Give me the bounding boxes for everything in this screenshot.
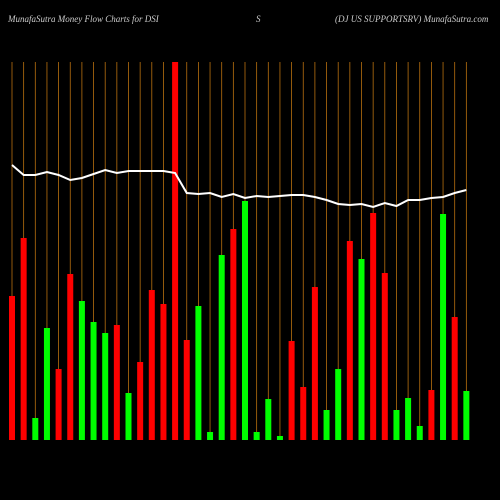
bar: [20, 238, 27, 440]
bar: [9, 296, 15, 440]
bar: [393, 410, 400, 440]
bar: [230, 229, 237, 440]
bar: [55, 369, 62, 440]
bar: [358, 259, 365, 440]
bar: [183, 340, 190, 440]
bar: [405, 398, 412, 440]
bar: [137, 362, 144, 440]
bar: [440, 214, 447, 440]
bar: [67, 274, 74, 440]
bar: [381, 273, 388, 440]
bar: [311, 287, 318, 440]
bar: [160, 304, 167, 440]
bar: [265, 399, 272, 440]
bar: [300, 387, 307, 440]
bar: [451, 317, 458, 440]
bar: [323, 410, 330, 440]
bar: [172, 62, 179, 440]
bar: [463, 391, 470, 440]
chart-source: (DJ US SUPPORTSRV) MunafaSutra.com: [335, 14, 489, 24]
bar: [335, 369, 342, 440]
bar: [416, 426, 423, 440]
bar: [78, 301, 85, 440]
bar: [90, 322, 97, 440]
bar: [32, 418, 39, 440]
bar: [276, 436, 283, 440]
bar: [113, 325, 120, 440]
price-line: [11, 164, 467, 209]
bar: [43, 328, 50, 440]
bar: [242, 201, 248, 440]
chart-subtitle: S: [256, 14, 261, 24]
bar: [370, 213, 377, 440]
bar: [218, 255, 225, 440]
bar: [288, 341, 295, 440]
bar: [346, 241, 353, 440]
bar: [125, 393, 132, 440]
bar: [207, 432, 214, 440]
bar: [148, 290, 155, 440]
bar: [253, 432, 260, 440]
bar: [102, 333, 109, 440]
bar: [195, 306, 202, 440]
chart-title: MunafaSutra Money Flow Charts for DSI: [7, 14, 160, 24]
bar: [428, 390, 435, 440]
